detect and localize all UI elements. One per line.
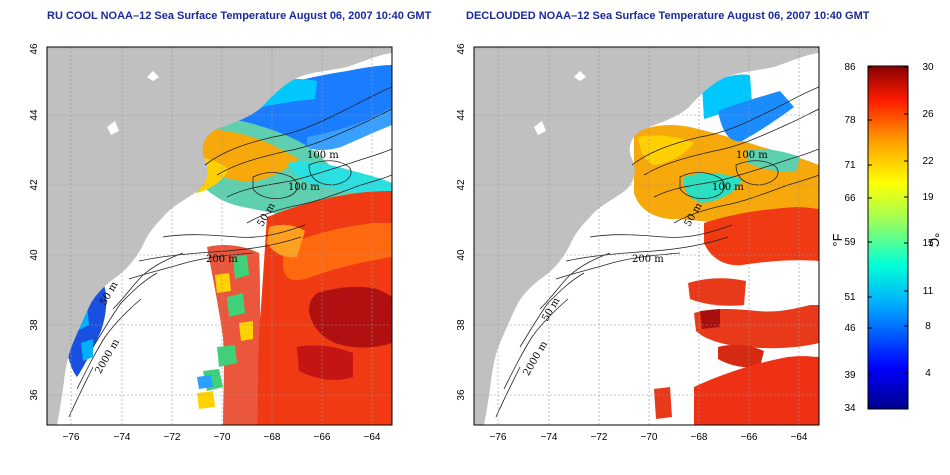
right-y-tick: 46 [456, 43, 467, 55]
left-map-frame [46, 46, 393, 426]
colorbar-c-tick: 30 [922, 62, 934, 73]
left-contour-label-100m-a: 100 m [307, 150, 339, 161]
right-contour-label-100m-b: 100 m [712, 182, 744, 193]
left-y-ticks: 36 38 40 42 44 46 [29, 43, 40, 401]
left-x-tick: −66 [314, 432, 331, 443]
colorbar-c-tick: 22 [922, 156, 934, 167]
colorbar-f-tick: 51 [844, 292, 856, 303]
left-x-tick: −76 [63, 432, 80, 443]
colorbar-f-tick: 71 [844, 160, 856, 171]
left-y-tick: 42 [29, 179, 40, 191]
left-y-tick: 38 [29, 319, 40, 331]
left-map-panel [47, 47, 392, 425]
left-contour-label-100m-b: 100 m [288, 182, 320, 193]
right-map-panel [474, 47, 819, 425]
colorbar-f-tick: 39 [844, 370, 856, 381]
colorbar-c-tick: 26 [922, 109, 934, 120]
left-y-tick: 40 [29, 249, 40, 261]
colorbar-f-tick: 34 [844, 403, 856, 414]
left-x-tick: −74 [114, 432, 131, 443]
colorbar-c-tick: 8 [925, 321, 931, 332]
right-x-tick: −76 [490, 432, 507, 443]
colorbar-f-tick: 66 [844, 193, 856, 204]
colorbar: 86 78 71 66 59 51 46 39 34 30 26 22 19 1… [830, 62, 942, 414]
left-x-tick: −64 [364, 432, 381, 443]
right-y-tick: 44 [456, 109, 467, 121]
right-y-tick: 42 [456, 179, 467, 191]
right-map-frame [473, 46, 820, 426]
colorbar-c-tick: 11 [923, 286, 934, 297]
right-x-tick: −72 [591, 432, 608, 443]
colorbar-c-tick: 19 [922, 192, 934, 203]
right-x-tick: −64 [791, 432, 808, 443]
left-x-tick: −72 [164, 432, 181, 443]
right-x-ticks: −76 −74 −72 −70 −68 −66 −64 [490, 432, 808, 443]
right-y-tick: 36 [456, 389, 467, 401]
left-y-tick: 46 [29, 43, 40, 55]
left-y-tick: 36 [29, 389, 40, 401]
right-y-ticks: 36 38 40 42 44 46 [456, 43, 467, 401]
left-x-ticks: −76 −74 −72 −70 −68 −66 −64 [63, 432, 381, 443]
colorbar-c-tick: 4 [925, 368, 931, 379]
left-panel-title: RU COOL NOAA–12 Sea Surface Temperature … [47, 10, 432, 22]
right-x-tick: −70 [641, 432, 658, 443]
colorbar-f-tick: 86 [844, 62, 856, 73]
right-x-tick: −68 [691, 432, 708, 443]
colorbar-fahrenheit-label: °F [830, 233, 845, 246]
colorbar-celsius-label: °C [927, 233, 942, 248]
left-y-tick: 44 [29, 109, 40, 121]
right-x-tick: −74 [541, 432, 558, 443]
colorbar-gradient [867, 65, 909, 410]
colorbar-f-tick: 78 [844, 115, 856, 126]
colorbar-f-tick: 46 [844, 323, 856, 334]
left-x-tick: −70 [214, 432, 231, 443]
left-contour-label-200m: 200 m [206, 254, 238, 265]
colorbar-c-tick: 15 [922, 238, 934, 249]
right-y-tick: 38 [456, 319, 467, 331]
colorbar-f-tick: 59 [844, 237, 856, 248]
right-x-tick: −66 [741, 432, 758, 443]
right-panel-title: DECLOUDED NOAA–12 Sea Surface Temperatur… [466, 10, 870, 22]
right-contour-label-200m: 200 m [632, 254, 664, 265]
left-x-tick: −68 [264, 432, 281, 443]
right-contour-label-100m-a: 100 m [736, 150, 768, 161]
right-y-tick: 40 [456, 249, 467, 261]
